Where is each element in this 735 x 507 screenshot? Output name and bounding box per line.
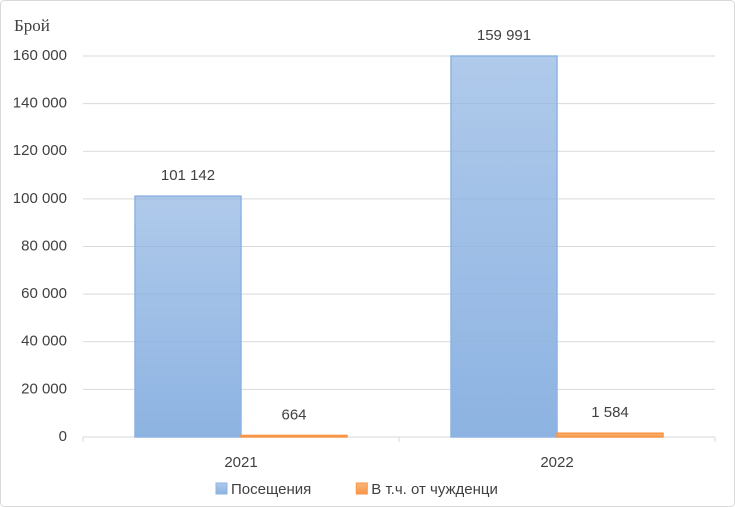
y-tick-label: 140 000 [13, 95, 67, 112]
data-label: 159 991 [477, 27, 531, 44]
bar [556, 432, 664, 438]
y-tick-label: 20 000 [21, 380, 67, 397]
y-tick-label: 100 000 [13, 190, 67, 207]
y-tick-label: 120 000 [13, 142, 67, 159]
y-axis-label: Брой [14, 16, 50, 35]
x-tick-label: 2022 [540, 454, 573, 471]
data-label: 101 142 [161, 167, 215, 184]
y-tick-label: 0 [59, 428, 67, 445]
bar [450, 55, 558, 438]
y-tick-label: 160 000 [13, 47, 67, 64]
y-tick-label: 80 000 [21, 237, 67, 254]
y-tick-label: 40 000 [21, 333, 67, 350]
x-tick-label: 2021 [224, 454, 257, 471]
legend-label: В т.ч. от чужденци [371, 481, 498, 498]
legend-swatch [215, 482, 228, 495]
legend-label: Посещения [231, 481, 311, 498]
y-tick-label: 60 000 [21, 285, 67, 302]
bar [134, 195, 242, 438]
legend-swatch [355, 482, 368, 495]
data-label: 1 584 [591, 404, 629, 421]
bar [240, 434, 348, 438]
data-label: 664 [281, 406, 306, 423]
